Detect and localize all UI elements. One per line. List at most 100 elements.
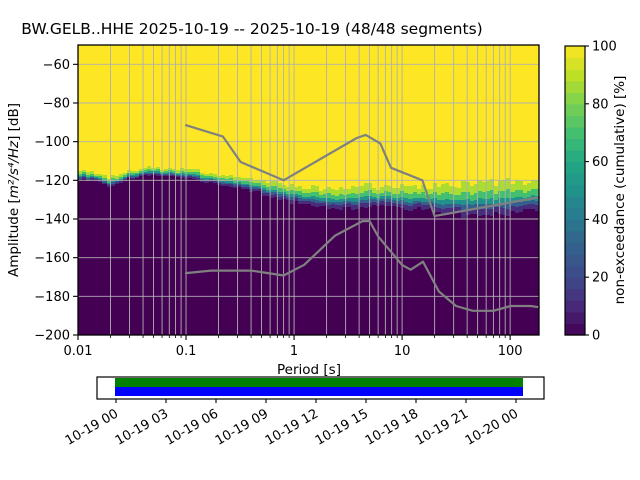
mesh-band — [380, 193, 384, 196]
mesh-band — [482, 199, 486, 204]
mesh-band — [200, 178, 204, 179]
mesh-floor — [253, 191, 258, 335]
mesh-band — [392, 200, 396, 203]
mesh-band — [204, 178, 209, 180]
mesh-band — [351, 205, 355, 210]
mesh-band — [123, 178, 127, 179]
mesh-band — [115, 181, 119, 182]
mesh-band — [278, 188, 282, 192]
y-axis-label: Amplitude [m²/s⁴/Hz] [dB] — [6, 103, 22, 277]
mesh-band — [258, 183, 262, 186]
colorbar-step — [565, 115, 585, 128]
mesh-band — [225, 176, 229, 179]
mesh-band — [351, 202, 355, 205]
mesh-floor — [233, 188, 237, 335]
mesh-band — [156, 173, 160, 174]
axis-ticks-and-labels: 0.01 0.1 1 10 100 −200 −180 −160 −140 −120 −100 −80… — [34, 58, 522, 359]
mesh-band — [319, 201, 323, 203]
mesh-floor — [355, 209, 359, 335]
mesh-band — [274, 190, 278, 192]
mesh-band — [245, 184, 249, 185]
mesh-band — [396, 188, 400, 194]
mesh-band — [90, 174, 94, 176]
mesh-band — [168, 172, 172, 173]
mesh-band — [180, 171, 184, 173]
mesh-band — [98, 176, 102, 178]
colorbar-step — [565, 288, 585, 301]
mesh-band — [90, 178, 94, 180]
mesh-band — [335, 205, 339, 209]
y-tick-label: −80 — [43, 97, 70, 112]
mesh-band — [478, 204, 482, 209]
mesh-band — [315, 186, 319, 192]
mesh-band — [233, 180, 237, 183]
mesh-floor — [523, 209, 527, 335]
colorbar-tick-label: 0 — [592, 329, 600, 344]
mesh-band — [327, 205, 331, 209]
mesh-band — [355, 202, 359, 205]
mesh-band — [298, 186, 302, 191]
time-tick-label: 10-19 15 — [313, 406, 371, 448]
mesh-band — [466, 199, 470, 204]
mesh-band — [111, 184, 115, 186]
mesh-band — [331, 195, 335, 199]
mesh-band — [392, 188, 396, 194]
mesh-band — [474, 193, 478, 200]
mesh-band — [347, 201, 351, 203]
colorbar-step — [565, 207, 585, 220]
mesh-band — [372, 197, 376, 199]
mesh-band — [519, 181, 523, 190]
mesh-floor — [180, 178, 184, 335]
mesh-band — [188, 169, 192, 172]
mesh-band — [535, 180, 539, 189]
y-tick-label: −60 — [43, 58, 70, 73]
mesh-band — [241, 187, 245, 189]
mesh-band — [115, 179, 119, 180]
plot-title: BW.GELB..HHE 2025-10-19 -- 2025-10-19 (4… — [21, 20, 482, 38]
mesh-band — [474, 200, 478, 204]
mesh-floor — [111, 186, 115, 335]
mesh-band — [266, 187, 270, 190]
mesh-band — [315, 203, 319, 207]
mesh-floor — [408, 211, 413, 335]
mesh-band — [200, 180, 204, 182]
mesh-band — [98, 180, 102, 182]
mesh-band — [111, 181, 115, 182]
mesh-band — [453, 204, 457, 207]
mesh-band — [347, 189, 351, 194]
mesh-floor — [135, 178, 139, 335]
mesh-band — [78, 174, 82, 176]
mesh-band — [86, 175, 90, 177]
mesh-band — [213, 181, 217, 183]
mesh-band — [196, 169, 200, 172]
mesh-band — [319, 195, 323, 198]
mesh-band — [258, 189, 262, 191]
mesh-band — [421, 192, 425, 198]
mesh-band — [323, 198, 327, 201]
mesh-floor — [445, 215, 449, 335]
mesh-band — [343, 204, 347, 207]
colorbar-step — [565, 323, 585, 336]
mesh-band — [347, 198, 351, 201]
mesh-band — [327, 202, 331, 205]
mesh-floor — [298, 204, 302, 335]
mesh-band — [290, 190, 294, 194]
mesh-band — [306, 197, 311, 199]
mesh-floor — [258, 191, 262, 335]
mesh-band — [457, 188, 461, 195]
mesh-band — [302, 193, 306, 197]
mesh-band — [147, 171, 151, 173]
mesh-band — [408, 199, 413, 203]
mesh-band — [335, 190, 339, 196]
mesh-band — [343, 189, 347, 195]
mesh-band — [380, 187, 384, 193]
mesh-floor — [384, 206, 388, 335]
mesh-band — [531, 200, 535, 204]
mesh-band — [441, 209, 445, 215]
x-axis-label: Period [s] — [277, 362, 341, 378]
mesh-floor — [527, 209, 531, 335]
mesh-band — [396, 198, 400, 201]
mesh-band — [327, 198, 331, 202]
mesh-band — [437, 200, 441, 204]
mesh-floor — [143, 175, 147, 335]
